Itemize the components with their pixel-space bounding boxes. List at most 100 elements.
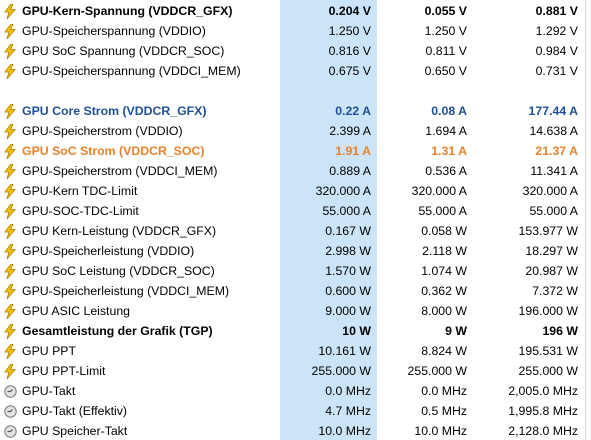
power-icon — [4, 181, 18, 201]
max-value: 0.984 V — [535, 44, 578, 58]
max-value: 255.000 W — [518, 364, 578, 378]
sensor-row: GPU-Speicherspannung (VDDIO) 1.250 V 1.250… — [0, 21, 585, 41]
sensor-label: GPU-Takt (Effektiv) — [22, 404, 127, 418]
sensor-label: Gesamtleistung der Grafik (TGP) — [22, 324, 213, 338]
power-icon — [4, 101, 18, 121]
current-value: 255.000 W — [311, 364, 371, 378]
sensor-row: GPU-Kern TDC-Limit 320.000 A 320.000 A 320.… — [0, 181, 585, 201]
clock-icon — [4, 401, 18, 421]
max-value: 20.987 W — [525, 264, 578, 278]
current-value: 10.161 W — [318, 344, 371, 358]
sensor-row: GPU-Speicherleistung (VDDIO) 2.998 W 2.118… — [0, 241, 585, 261]
power-icon — [4, 41, 18, 61]
max-value: 195.531 W — [518, 344, 578, 358]
power-icon — [4, 201, 18, 221]
sensor-row: GPU-Speicherspannung (VDDCI_MEM) 0.675 V 0… — [0, 61, 585, 81]
sensor-row: GPU-Kern-Spannung (VDDCR_GFX) 0.204 V 0.05… — [0, 1, 585, 21]
min-value: 320.000 A — [411, 184, 467, 198]
max-value: 55.000 A — [529, 204, 578, 218]
min-value: 1.074 W — [421, 264, 467, 278]
current-value: 0.816 V — [328, 44, 371, 58]
max-value: 7.372 W — [532, 284, 578, 298]
current-value: 0.600 W — [325, 284, 371, 298]
sensor-row: GPU ASIC Leistung 9.000 W 8.000 W 196.000 W — [0, 301, 585, 321]
current-value: 10 W — [342, 324, 371, 338]
current-value: 0.0 MHz — [325, 384, 371, 398]
current-value: 0.889 A — [329, 164, 371, 178]
current-value: 4.7 MHz — [325, 404, 371, 418]
power-icon — [4, 141, 18, 161]
sensor-label: GPU-Takt — [22, 384, 76, 398]
sensor-row: GPU PPT 10.161 W 8.824 W 195.531 W — [0, 341, 585, 361]
max-value: 11.341 A — [530, 164, 578, 178]
scroll-edge — [585, 0, 586, 440]
min-value: 2.118 W — [422, 244, 467, 258]
sensor-row: GPU-Takt 0.0 MHz 0.0 MHz 2,005.0 MHz — [0, 381, 585, 401]
max-value: 196 W — [542, 324, 578, 338]
power-icon — [4, 241, 18, 261]
sensor-row: GPU-Speicherleistung (VDDCI_MEM) 0.600 W 0… — [0, 281, 585, 301]
min-value: 0.058 W — [421, 224, 467, 238]
min-value: 0.811 V — [425, 44, 467, 58]
power-icon — [4, 61, 18, 81]
max-value: 320.000 A — [522, 184, 578, 198]
current-value: 2.998 W — [325, 244, 371, 258]
sensor-label: GPU-Speicherleistung (VDDCI_MEM) — [22, 284, 230, 298]
power-icon — [4, 261, 18, 281]
current-value: 320.000 A — [315, 184, 371, 198]
sensor-row: GPU-SOC-TDC-Limit 55.000 A 55.000 A 55.000 … — [0, 201, 585, 221]
max-value: 196.000 W — [518, 304, 578, 318]
sensor-row: GPU Kern-Leistung (VDDCR_GFX) 0.167 W 0.05… — [0, 221, 585, 241]
max-value: 1,995.8 MHz — [508, 404, 578, 418]
min-value: 0.055 V — [424, 4, 467, 18]
clock-icon — [4, 381, 18, 401]
sensor-label: GPU Speicher-Takt — [22, 424, 128, 438]
min-value: 10.0 MHz — [414, 424, 467, 438]
sensor-label: GPU SoC Spannung (VDDCR_SOC) — [22, 44, 225, 58]
clock-icon — [4, 421, 18, 440]
min-value: 8.824 W — [421, 344, 467, 358]
min-value: 1.694 A — [425, 124, 467, 138]
min-value: 0.650 V — [424, 64, 467, 78]
sensor-row: GPU SoC Spannung (VDDCR_SOC) 0.816 V 0.811… — [0, 41, 585, 61]
power-icon — [4, 161, 18, 181]
power-icon — [4, 21, 18, 41]
sensor-label: GPU-Kern TDC-Limit — [22, 184, 138, 198]
min-value: 255.000 W — [407, 364, 467, 378]
current-value: 55.000 A — [322, 204, 371, 218]
sensor-label: GPU-Speicherspannung (VDDCI_MEM) — [22, 64, 241, 78]
sensor-label: GPU-Speicherspannung (VDDIO) — [22, 24, 206, 38]
min-value: 0.08 A — [431, 104, 467, 118]
sensor-row: GPU-Speicherstrom (VDDCI_MEM) 0.889 A 0.53… — [0, 161, 585, 181]
current-value: 9.000 W — [325, 304, 371, 318]
sensor-label: GPU-Kern-Spannung (VDDCR_GFX) — [22, 4, 233, 18]
sensor-label: GPU ASIC Leistung — [22, 304, 130, 318]
max-value: 2,005.0 MHz — [508, 384, 578, 398]
sensor-label: GPU-SOC-TDC-Limit — [22, 204, 139, 218]
max-value: 1.292 V — [535, 24, 578, 38]
sensor-label: GPU PPT — [22, 344, 76, 358]
power-icon — [4, 221, 18, 241]
max-value: 153.977 W — [518, 224, 578, 238]
power-icon — [4, 1, 18, 21]
min-value: 1.31 A — [431, 144, 467, 158]
max-value: 0.881 V — [535, 4, 578, 18]
power-icon — [4, 301, 18, 321]
sensor-row: GPU Speicher-Takt 10.0 MHz 10.0 MHz 2,128.0… — [0, 421, 585, 440]
max-value: 177.44 A — [528, 104, 578, 118]
current-value: 0.167 W — [325, 224, 371, 238]
min-value: 9 W — [445, 324, 467, 338]
current-value: 1.570 W — [325, 264, 371, 278]
sensor-label: GPU SoC Leistung (VDDCR_SOC) — [22, 264, 215, 278]
current-value: 10.0 MHz — [318, 424, 371, 438]
max-value: 0.731 V — [535, 64, 578, 78]
current-value: 2.399 A — [329, 124, 371, 138]
min-value: 0.0 MHz — [421, 384, 467, 398]
sensor-row: GPU PPT-Limit 255.000 W 255.000 W 255.000 W — [0, 361, 585, 381]
current-value: 0.22 A — [335, 104, 371, 118]
sensor-row: GPU-Speicherstrom (VDDIO) 2.399 A 1.694 A 1… — [0, 121, 585, 141]
sensor-label: GPU Core Strom (VDDCR_GFX) — [22, 104, 207, 118]
min-value: 55.000 A — [418, 204, 467, 218]
min-value: 0.536 A — [425, 164, 467, 178]
current-column — [280, 0, 377, 440]
